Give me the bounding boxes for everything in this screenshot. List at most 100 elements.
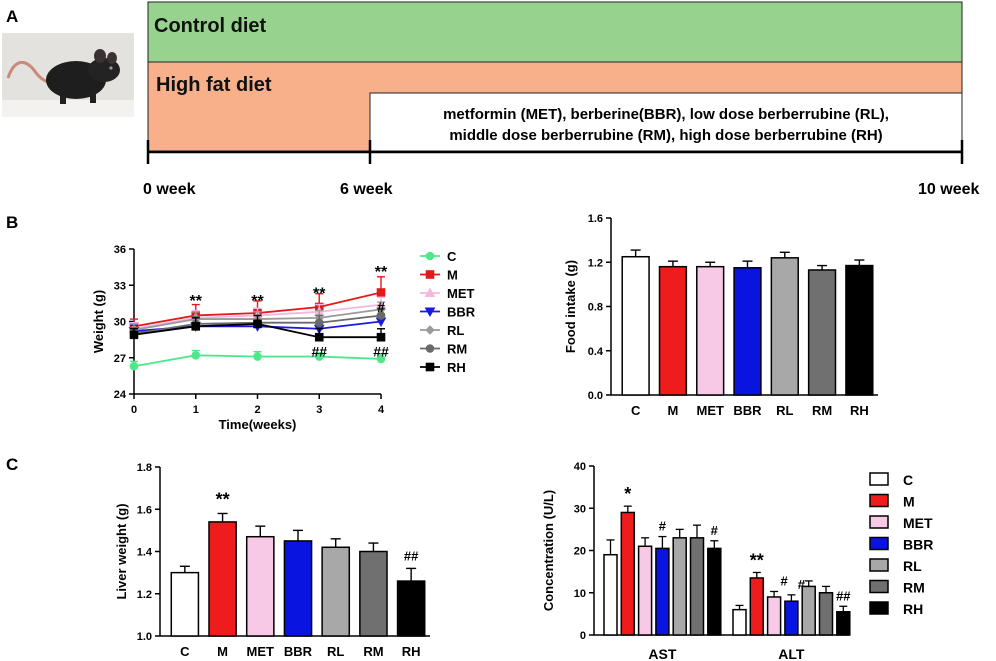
treatment-line-1: metformin (MET), berberine(BBR), low dos… (443, 106, 889, 123)
legend-marker (425, 325, 435, 335)
legend-label: M (447, 268, 458, 283)
x-tick-label: MET (696, 403, 724, 418)
bar-BBR-AST (655, 547, 670, 636)
bar-RM-ALT (818, 592, 834, 636)
bar-MET-AST (637, 545, 653, 636)
data-point (314, 332, 324, 342)
significance-mark: # (798, 577, 806, 592)
x-tick-label: C (180, 644, 190, 659)
x-tick-label: ALT (778, 646, 805, 661)
liver-weight-bar-chart: 1.0 1.2 1.4 1.6 1.8 Liver weight (g) C M MET BBR R… (114, 462, 430, 659)
legend-label: BBR (447, 305, 476, 320)
bar-BBR (733, 267, 762, 396)
y-tick-label: 24 (114, 389, 127, 401)
bar-RH (845, 264, 874, 396)
bar-RM (359, 550, 388, 637)
legend-swatch (869, 472, 889, 486)
control-diet-band (147, 1, 963, 63)
significance-mark: ** (190, 293, 203, 310)
x-tick-label: RH (850, 403, 869, 418)
treatment-box (369, 92, 963, 152)
x-tick-label: RM (812, 403, 832, 418)
treatment-line-2: middle dose berberrubine (RM), high dose… (449, 127, 882, 144)
bar-M-AST (620, 511, 636, 636)
legend-marker (424, 307, 436, 318)
y-tick-label: 27 (114, 353, 126, 365)
x-tick-label: 4 (378, 404, 385, 416)
legend-marker (425, 270, 435, 279)
y-axis-label: Concentration (U/L) (541, 490, 556, 611)
panel-label-c: C (6, 455, 18, 474)
x-tick-label: RH (402, 644, 421, 659)
significance-mark: ** (216, 489, 230, 509)
y-tick-label: 36 (114, 244, 126, 256)
y-tick-label: 1.6 (588, 213, 603, 225)
y-tick-label: 1.6 (137, 504, 152, 516)
bar-RM (807, 269, 837, 396)
x-tick-label: 2 (254, 404, 260, 416)
bar-RH (396, 580, 426, 637)
x-tick-label: MET (247, 644, 275, 659)
timeline-axis (146, 140, 964, 164)
y-tick-label: 0.4 (588, 346, 604, 358)
bar-RH-ALT (836, 611, 851, 636)
significance-mark: ** (251, 293, 264, 310)
legend-swatch (869, 515, 889, 529)
data-point (253, 352, 262, 361)
bar-MET (245, 535, 275, 637)
timeline-tick-0: 0 week (143, 181, 196, 198)
y-tick-label: 30 (574, 503, 586, 515)
significance-mark: ## (404, 548, 419, 563)
data-point (191, 351, 201, 360)
legend-label: RH (903, 601, 923, 617)
significance-mark: # (780, 573, 788, 588)
legend-label: MET (903, 515, 933, 531)
x-tick-label: 1 (193, 404, 199, 416)
y-tick-label: 1.8 (137, 462, 152, 474)
legend-label: M (903, 494, 915, 510)
bar-RL (770, 257, 799, 396)
x-tick-label: RL (776, 403, 793, 418)
legend-swatch (869, 601, 889, 615)
y-tick-label: 40 (574, 461, 586, 473)
data-point (376, 288, 386, 297)
significance-mark: * (624, 484, 631, 504)
serum-enzyme-bar-chart: 0 10 20 30 40 Concentration (U/L) CM MET BBR RL RM… (541, 461, 933, 661)
bar-RL-AST (672, 537, 687, 636)
y-tick-label: 1.0 (137, 631, 152, 643)
x-tick-label: 3 (316, 404, 322, 416)
legend-marker (425, 251, 435, 261)
significance-mark: ** (375, 264, 388, 281)
data-point (314, 318, 324, 328)
significance-mark: # (659, 519, 667, 534)
control-diet-label: Control diet (154, 15, 267, 37)
y-tick-label: 0 (580, 630, 586, 642)
legend-label: RL (903, 558, 922, 574)
data-point (129, 361, 139, 371)
y-axis-label: Food intake (g) (563, 260, 578, 353)
bar-M (208, 521, 237, 637)
y-tick-label: 0.0 (588, 390, 603, 402)
bar-RL (321, 546, 351, 637)
bar-C-ALT (732, 608, 747, 636)
y-tick-label: 30 (114, 317, 126, 329)
x-axis-label: Time(weeks) (219, 417, 297, 432)
y-tick-label: 20 (574, 546, 586, 558)
legend-label: RM (903, 580, 925, 596)
bar-M-ALT (749, 577, 765, 636)
significance-mark: ## (311, 344, 327, 360)
bar-MET (696, 265, 725, 396)
x-tick-label: 0 (131, 404, 137, 416)
bar-RL-ALT (801, 585, 816, 636)
legend-swatch (869, 579, 889, 594)
significance-mark: ** (313, 286, 326, 303)
bar-RH-AST (707, 547, 722, 636)
significance-mark: ** (750, 550, 764, 570)
mouse-photo (2, 33, 134, 117)
y-tick-label: 10 (574, 588, 586, 600)
legend-label: BBR (903, 537, 933, 553)
bar-MET-ALT (766, 596, 782, 636)
x-tick-label: RM (363, 644, 383, 659)
food-intake-bar-chart: 0.0 0.4 0.8 1.2 1.6 Food intake (g) C M MET BBR RL… (563, 213, 878, 418)
legend-label: C (903, 472, 913, 488)
